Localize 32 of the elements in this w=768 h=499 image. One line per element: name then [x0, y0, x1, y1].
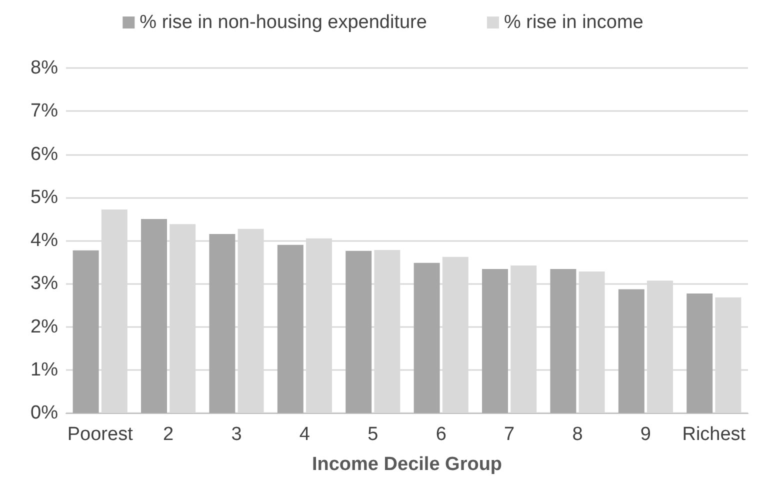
- x-tick-label: Richest: [682, 424, 746, 445]
- bar: [414, 262, 440, 413]
- x-tick-label: 6: [436, 424, 446, 445]
- legend-label: % rise in non-housing expenditure: [140, 12, 427, 33]
- x-tick-label: 3: [231, 424, 242, 445]
- x-tick-label: 5: [368, 424, 378, 445]
- x-tick-label: 8: [572, 424, 583, 445]
- y-tick-label: 0%: [30, 402, 58, 424]
- y-tick-label: 5%: [30, 186, 58, 208]
- x-tick-label: 7: [504, 424, 515, 445]
- legend-label: % rise in income: [504, 12, 644, 33]
- x-tick-label: Poorest: [67, 424, 134, 445]
- y-tick-label: 4%: [30, 230, 58, 251]
- bar: [550, 268, 576, 413]
- y-tick-label: 7%: [30, 100, 58, 122]
- bar: [141, 218, 167, 413]
- bar: [72, 250, 99, 413]
- y-tick-label: 2%: [30, 316, 58, 338]
- bar: [618, 289, 644, 413]
- x-axis-title: Income Decile Group: [312, 454, 502, 475]
- y-tick-label: 1%: [30, 359, 58, 380]
- bar: [686, 294, 713, 413]
- x-tick-label: 9: [640, 424, 651, 445]
- y-tick-label: 3%: [30, 273, 58, 294]
- y-tick-label: 8%: [30, 58, 58, 78]
- bar: [346, 250, 372, 413]
- x-tick-label: 2: [163, 424, 174, 445]
- x-tick-label: 4: [299, 424, 310, 445]
- bar: [482, 268, 508, 413]
- bar: [209, 234, 236, 413]
- y-tick-label: 6%: [30, 144, 58, 165]
- bar: [277, 244, 304, 413]
